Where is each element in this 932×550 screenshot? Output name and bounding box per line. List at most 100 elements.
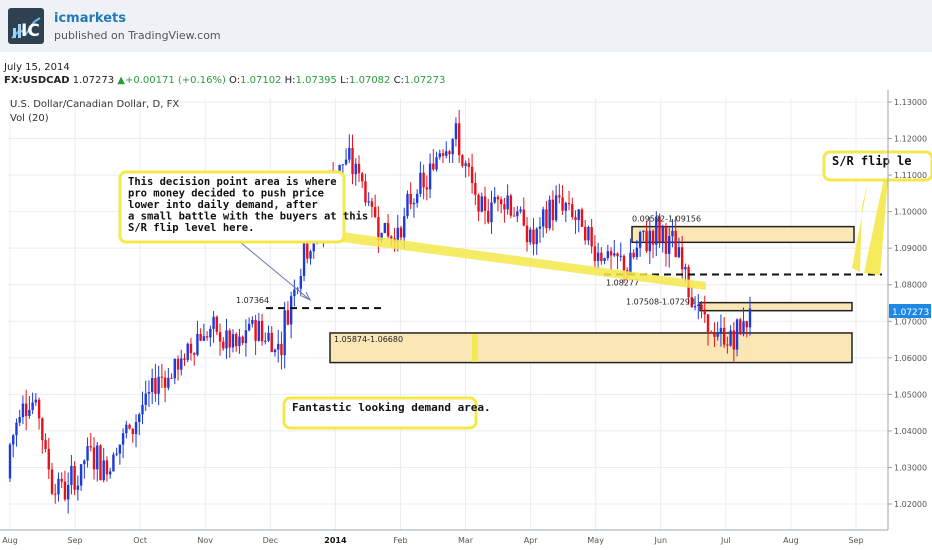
candle-body (516, 211, 519, 217)
candle-body (83, 460, 86, 465)
candle-body (519, 209, 522, 212)
candle-body (254, 319, 257, 341)
candle-body (419, 172, 422, 194)
candle-body (54, 493, 57, 495)
price-level-label: 1.07364 (236, 296, 269, 305)
candle-body (377, 216, 380, 241)
candle-body (525, 225, 529, 243)
candle-body (176, 358, 180, 370)
candle-body (735, 319, 739, 350)
candle-body (642, 230, 645, 233)
price-axis[interactable]: 1.02000 1.03000 1.04000 1.05000 1.06000 1.070… (888, 98, 927, 509)
candle-body (24, 403, 28, 417)
time-tick-label: Oct (133, 536, 147, 545)
candle-body (732, 330, 736, 350)
chart-date: July 15, 2014 (4, 62, 70, 73)
candle-body (490, 202, 493, 223)
callout-connector (472, 334, 478, 362)
candle-body (99, 445, 102, 481)
candle-body (619, 255, 622, 257)
price-tick-label: 1.06000 (894, 354, 927, 363)
candle-body (499, 199, 503, 205)
candle-body (31, 402, 34, 410)
candle-body (63, 481, 67, 500)
candle-body (76, 485, 80, 490)
arrow-head-icon (301, 291, 312, 302)
candle-body (270, 332, 273, 353)
time-tick-label: 2014 (324, 536, 347, 545)
candle-body (461, 155, 464, 166)
candle-body (493, 196, 496, 203)
candle-body (645, 230, 648, 252)
candle-body (512, 215, 516, 217)
time-axis[interactable]: Aug Sep Oct Nov Dec 2014 Feb Mar Apr May Jun Jul Aug… (2, 536, 863, 545)
levels: 0.09592-1.09156 1.07508-1.07293 1.05874-1.… (236, 215, 882, 344)
candle-body (386, 223, 390, 237)
candle-body (138, 414, 141, 423)
candle-body (616, 253, 619, 257)
candle-body (403, 216, 406, 238)
time-tick-label: Feb (393, 536, 407, 545)
candle-body (651, 230, 655, 245)
candle-body (338, 164, 341, 175)
candle-body (144, 393, 147, 405)
price-tick-label: 1.04000 (894, 427, 927, 436)
callout-arrow-line (239, 241, 311, 301)
candle-body (551, 199, 555, 221)
candle-body (451, 139, 454, 155)
candle-body (577, 209, 580, 221)
candle-body (238, 336, 241, 347)
candle-body (348, 147, 351, 160)
candle-body (661, 226, 664, 242)
candle-body (690, 297, 694, 308)
candle-body (341, 164, 345, 166)
candle-body (196, 333, 199, 355)
price-chart[interactable]: 0.09592-1.09156 1.07508-1.07293 1.05874-1.… (0, 90, 932, 550)
price-tick-label: 1.10000 (894, 208, 927, 217)
last-price-tag-label: 1.07273 (892, 308, 929, 318)
time-tick-label: Dec (263, 536, 278, 545)
candle-body (380, 232, 383, 241)
candle-body (57, 478, 60, 495)
candle-body (351, 147, 354, 175)
zones (329, 225, 855, 364)
time-tick-label: Nov (197, 536, 213, 545)
time-tick-label: May (587, 536, 604, 545)
candle-body (629, 252, 632, 274)
candle-body (41, 418, 44, 441)
candle-body (367, 201, 370, 203)
icmarkets-logo[interactable]: IC (8, 8, 44, 44)
candle-body (509, 195, 513, 216)
candle-body (383, 223, 387, 233)
candle-body (283, 310, 286, 356)
candle-body (92, 447, 96, 470)
candle-body (415, 193, 419, 203)
candle-body (745, 321, 748, 328)
candle-body (567, 203, 571, 205)
quote-line: FX:USDCAD 1.07273 ▲+0.00171 (+0.16%) O:1… (4, 75, 445, 86)
candle-body (141, 404, 144, 415)
candle-body (506, 195, 509, 210)
candle-body (719, 327, 723, 333)
candle-body (668, 236, 671, 254)
callout-text-line: This decision point area is where (128, 176, 337, 188)
time-tick-label: Jun (654, 536, 668, 545)
candle-body (267, 332, 270, 341)
candle-body (302, 239, 306, 277)
candle-body (105, 460, 109, 475)
logo-letters: IC (21, 21, 40, 41)
candle-body (183, 358, 186, 360)
candle-body (160, 376, 164, 378)
callout-connector (342, 232, 706, 290)
candle-body (192, 353, 196, 355)
candle-body (412, 202, 416, 205)
candle-body (280, 343, 283, 356)
candle-body (173, 358, 177, 379)
published-on-text: published on TradingView.com (54, 29, 221, 42)
candle-body (522, 209, 525, 226)
candle-body (218, 332, 222, 342)
candles (8, 109, 752, 514)
callout-connector (864, 178, 888, 275)
price-tick-label: 1.07000 (894, 317, 927, 326)
publisher-name[interactable]: icmarkets (54, 11, 126, 26)
